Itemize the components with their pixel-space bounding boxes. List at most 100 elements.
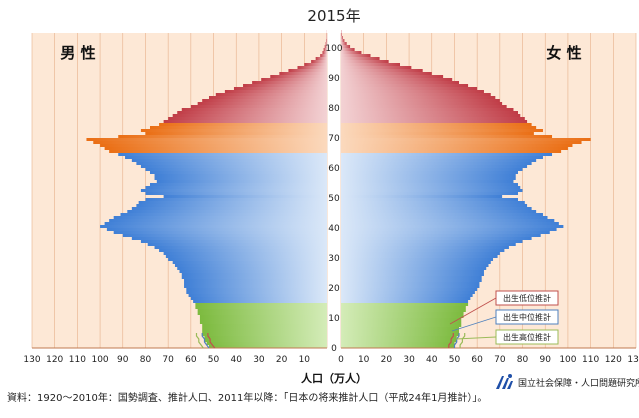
- female-bar-age-72: [341, 129, 543, 132]
- female-bar-age-43: [341, 216, 548, 219]
- female-bar-age-10: [341, 315, 464, 318]
- male-bar-age-73: [150, 126, 327, 129]
- female-bar-age-94: [341, 63, 400, 66]
- male-bar-age-98: [322, 51, 327, 54]
- female-bar-age-83: [341, 96, 496, 99]
- female-bar-age-100: [341, 45, 351, 48]
- male-bar-age-101: [325, 42, 327, 45]
- age-tick-label: 70: [328, 134, 340, 144]
- age-tick-label: 80: [328, 104, 340, 114]
- male-bar-age-14: [195, 303, 327, 306]
- male-bar-age-89: [261, 78, 327, 81]
- male-bar-age-8: [199, 321, 327, 324]
- female-bar-age-21: [341, 282, 480, 285]
- male-bar-age-34: [147, 243, 327, 246]
- female-bar-age-7: [341, 324, 462, 327]
- male-bar-age-40: [100, 225, 327, 228]
- male-bar-age-9: [199, 318, 327, 321]
- male-bar-age-41: [104, 222, 327, 225]
- male-x-tick-label: 60: [185, 355, 197, 365]
- female-bar-age-33: [341, 246, 509, 249]
- male-x-tick-label: 10: [299, 355, 311, 365]
- male-bar-age-81: [197, 102, 327, 105]
- male-bar-age-37: [122, 234, 328, 237]
- female-bar-age-1: [341, 342, 455, 345]
- female-bar-age-3: [341, 336, 457, 339]
- female-bar-age-78: [341, 111, 518, 114]
- male-bar-age-10: [199, 315, 327, 318]
- age-tick-label: 0: [331, 344, 337, 354]
- male-bar-age-51: [145, 192, 327, 195]
- female-bar-age-34: [341, 243, 516, 246]
- age-tick-label: 90: [328, 74, 340, 84]
- female-x-tick-label: 50: [449, 355, 461, 365]
- age-tick-label: 50: [328, 194, 340, 204]
- female-bar-age-60: [341, 165, 528, 168]
- male-bar-age-19: [186, 288, 327, 291]
- male-bar-age-90: [270, 75, 327, 78]
- age-tick-label: 60: [328, 164, 340, 174]
- male-bar-age-62: [131, 159, 327, 162]
- male-bar-age-94: [304, 63, 327, 66]
- age-tick-label: 40: [328, 224, 340, 234]
- female-bar-age-59: [341, 168, 523, 171]
- legend-box: [495, 329, 559, 345]
- female-bar-age-54: [341, 183, 518, 186]
- male-bar-age-77: [172, 114, 327, 117]
- male-bar-age-24: [181, 273, 327, 276]
- female-x-tick-label: 90: [540, 355, 552, 365]
- female-x-tick-label: 130: [627, 355, 639, 365]
- male-bar-age-17: [188, 294, 327, 297]
- male-bar-age-79: [181, 108, 327, 111]
- female-bar-age-24: [341, 273, 484, 276]
- male-bar-age-97: [320, 54, 327, 57]
- female-bar-age-30: [341, 255, 498, 258]
- female-bar-age-23: [341, 276, 482, 279]
- male-bar-age-100: [324, 45, 327, 48]
- male-bar-age-71: [145, 132, 327, 135]
- male-bar-age-84: [215, 93, 327, 96]
- male-bar-age-69: [86, 138, 327, 141]
- female-bar-age-69: [341, 138, 591, 141]
- female-bar-age-17: [341, 294, 473, 297]
- female-bar-age-102: [341, 39, 345, 42]
- legend-box: [495, 309, 559, 325]
- male-bar-age-54: [150, 183, 327, 186]
- female-bar-age-25: [341, 270, 484, 273]
- male-bar-age-1: [206, 342, 327, 345]
- legend-pointer: [455, 336, 497, 340]
- male-bar-age-61: [136, 162, 327, 165]
- male-bar-age-95: [311, 60, 327, 63]
- male-bar-age-11: [197, 312, 327, 315]
- age-axis-ticks: 0 10 20 30 40 50 60 70 80 90 100: [325, 44, 342, 354]
- legend-pointer: [449, 297, 497, 325]
- female-x-tick-label: 20: [381, 355, 393, 365]
- male-bar-age-33: [154, 246, 327, 249]
- male-bar-age-4: [202, 333, 327, 336]
- male-x-tick-label: 40: [231, 355, 243, 365]
- female-x-tick-label: 70: [494, 355, 506, 365]
- female-bar-age-16: [341, 297, 471, 300]
- female-bar-age-77: [341, 114, 521, 117]
- male-bar-age-88: [252, 81, 327, 84]
- female-bar-age-74: [341, 123, 532, 126]
- legend-label: 出生中位推計: [503, 312, 551, 322]
- female-x-tick-label: 110: [582, 355, 599, 365]
- male-bar-age-93: [297, 66, 327, 69]
- male-x-tick-label: 90: [117, 355, 129, 365]
- female-bar-age-39: [341, 228, 557, 231]
- organization-credit: 国立社会保障・人口問題研究所: [494, 373, 639, 391]
- female-bar-age-50: [341, 195, 503, 198]
- male-bar-age-50: [163, 195, 327, 198]
- female-bar-age-79: [341, 108, 514, 111]
- legend-label: 出生低位推計: [503, 293, 551, 303]
- female-bar-age-11: [341, 312, 464, 315]
- female-bar-age-8: [341, 321, 462, 324]
- female-x-tick-label: 60: [471, 355, 483, 365]
- female-bar-age-48: [341, 201, 525, 204]
- female-label: 女 性: [546, 44, 581, 62]
- female-bar-age-65: [341, 150, 562, 153]
- male-label: 男 性: [60, 44, 95, 62]
- male-bar-age-53: [145, 186, 327, 189]
